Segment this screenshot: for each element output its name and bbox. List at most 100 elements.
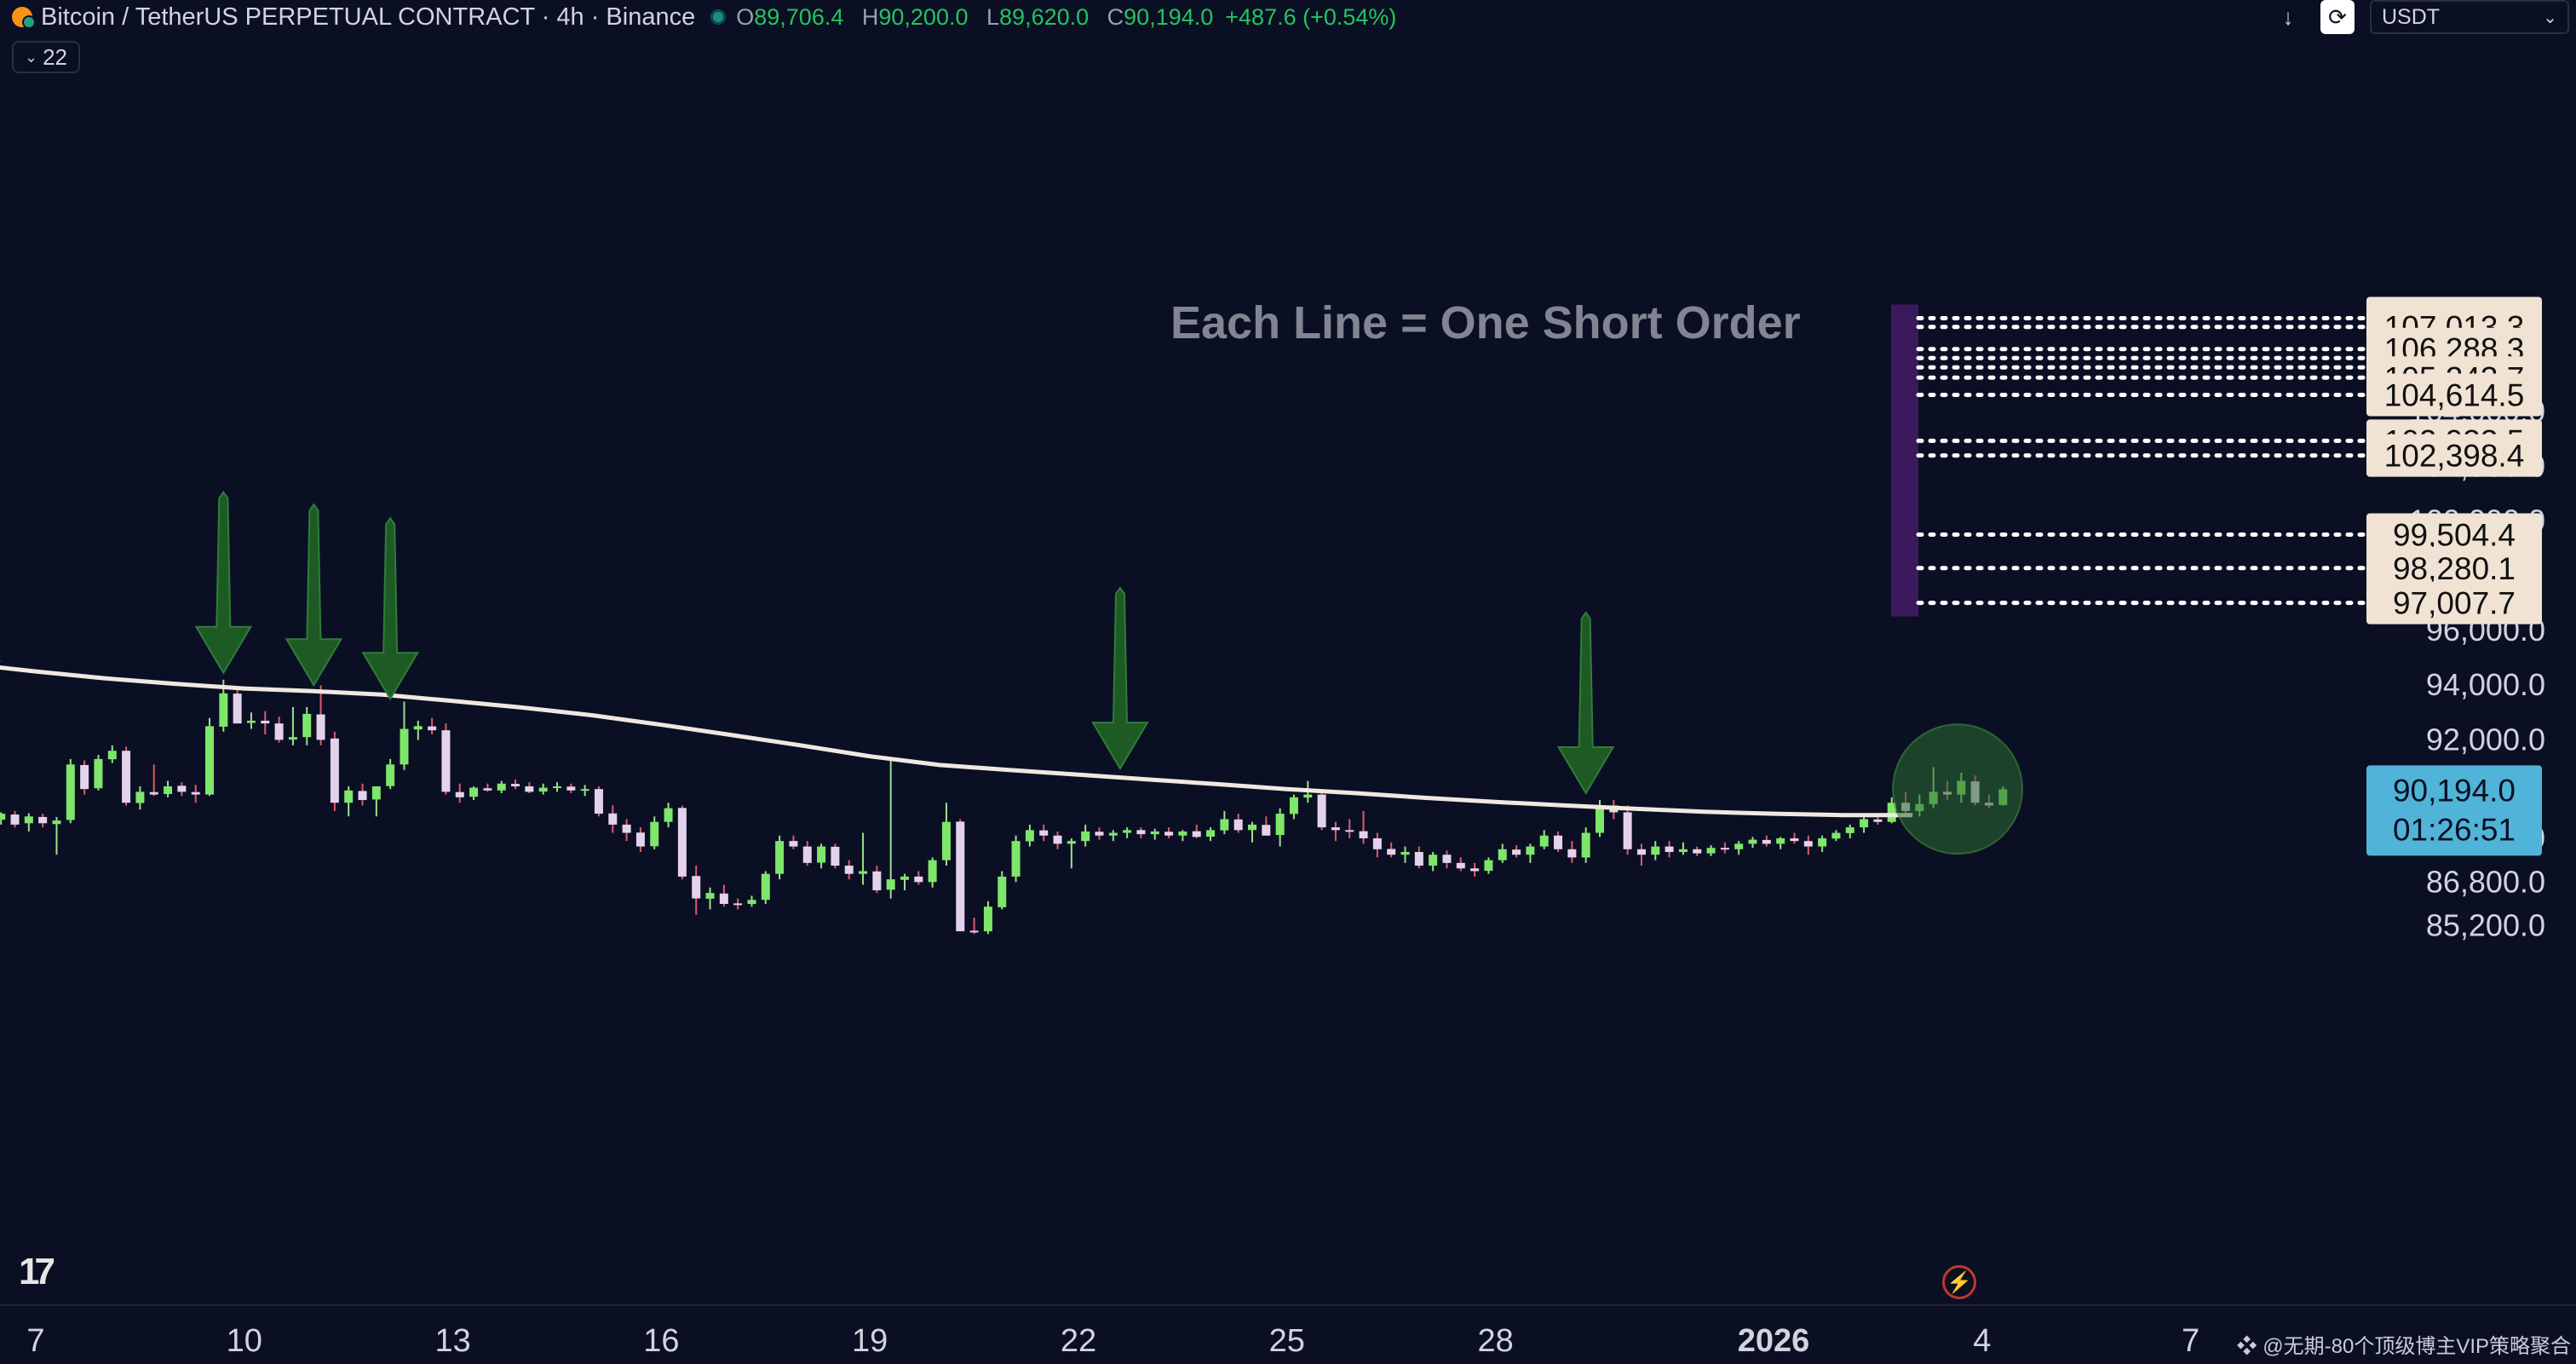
candle-body[interactable] — [566, 786, 576, 791]
candle-body[interactable] — [1331, 827, 1340, 831]
candle-body[interactable] — [455, 791, 464, 797]
candle-body[interactable] — [205, 726, 214, 795]
candle-body[interactable] — [1192, 831, 1201, 837]
replay-icon[interactable]: ⟳ — [2320, 0, 2355, 34]
candle-body[interactable] — [94, 758, 103, 789]
candle-body[interactable] — [1372, 837, 1382, 849]
candle-body[interactable] — [1706, 848, 1716, 854]
candle-body[interactable] — [1067, 841, 1076, 844]
candle-body[interactable] — [998, 876, 1007, 907]
candle-body[interactable] — [24, 816, 33, 824]
candle-body[interactable] — [1108, 832, 1118, 836]
candle-body[interactable] — [52, 820, 61, 825]
candle-body[interactable] — [969, 930, 979, 933]
candle-body[interactable] — [261, 720, 270, 724]
candle-body[interactable] — [1248, 824, 1256, 831]
candle-body[interactable] — [1651, 846, 1660, 855]
candle-body[interactable] — [1429, 855, 1438, 866]
candle-body[interactable] — [233, 694, 242, 724]
candle-body[interactable] — [886, 879, 895, 890]
candle-body[interactable] — [1831, 832, 1841, 839]
candle-body[interactable] — [538, 787, 548, 792]
order-price-tag[interactable] — [2366, 434, 2542, 477]
candle-body[interactable] — [928, 860, 937, 883]
candle-body[interactable] — [10, 814, 20, 825]
symbol-title[interactable]: Bitcoin / TetherUS PERPETUAL CONTRACT · … — [41, 3, 696, 31]
candle-body[interactable] — [1178, 831, 1187, 836]
candle-body[interactable] — [650, 821, 659, 847]
candle-body[interactable] — [761, 873, 770, 901]
candle-body[interactable] — [1081, 831, 1090, 842]
candle-body[interactable] — [428, 726, 437, 731]
candle-body[interactable] — [525, 786, 534, 792]
candle-body[interactable] — [288, 737, 297, 740]
download-arrow-icon[interactable]: ↓ — [2282, 3, 2294, 30]
candle-body[interactable] — [1678, 849, 1688, 853]
candle-body[interactable] — [1818, 837, 1827, 847]
candle-body[interactable] — [1803, 841, 1813, 847]
candle-body[interactable] — [135, 791, 145, 803]
candle-body[interactable] — [219, 693, 228, 727]
current-price-tag[interactable] — [2366, 765, 2542, 856]
candle-body[interactable] — [747, 900, 756, 904]
candle-body[interactable] — [580, 789, 589, 791]
candle-body[interactable] — [344, 790, 354, 803]
lightning-icon[interactable]: ⚡ — [1942, 1265, 1976, 1299]
candle-body[interactable] — [1581, 832, 1590, 858]
candle-body[interactable] — [900, 876, 909, 880]
candle-body[interactable] — [1053, 835, 1062, 844]
candle-body[interactable] — [705, 893, 715, 899]
candle-body[interactable] — [1484, 860, 1493, 872]
candle-body[interactable] — [594, 789, 603, 814]
candle-body[interactable] — [413, 726, 423, 730]
candle-body[interactable] — [0, 814, 6, 820]
candle-body[interactable] — [1554, 835, 1563, 849]
candle-body[interactable] — [844, 866, 854, 874]
candle-body[interactable] — [1539, 835, 1549, 847]
candle-body[interactable] — [80, 764, 89, 790]
candle-body[interactable] — [400, 728, 409, 765]
candle-body[interactable] — [941, 821, 951, 860]
candle-body[interactable] — [1596, 805, 1604, 833]
candle-body[interactable] — [107, 751, 117, 760]
candle-body[interactable] — [1359, 831, 1368, 838]
candle-body[interactable] — [386, 764, 395, 786]
candle-body[interactable] — [1164, 832, 1174, 836]
candle-body[interactable] — [983, 906, 992, 932]
candle-body[interactable] — [1387, 849, 1396, 855]
candle-body[interactable] — [664, 808, 673, 822]
candle-body[interactable] — [789, 841, 798, 847]
candle-body[interactable] — [1233, 819, 1243, 831]
candle-body[interactable] — [1665, 846, 1674, 853]
candle-body[interactable] — [1442, 855, 1452, 863]
candle-body[interactable] — [38, 816, 48, 824]
candle-body[interactable] — [1512, 849, 1521, 855]
candle-body[interactable] — [511, 784, 520, 786]
candle-body[interactable] — [316, 714, 325, 740]
candle-body[interactable] — [1526, 846, 1535, 855]
candle-body[interactable] — [677, 808, 687, 877]
candle-body[interactable] — [1636, 849, 1646, 855]
candle-body[interactable] — [1150, 831, 1159, 835]
candle-body[interactable] — [330, 738, 339, 803]
candle-body[interactable] — [1720, 848, 1729, 850]
candle-body[interactable] — [733, 903, 743, 906]
candle-body[interactable] — [802, 846, 812, 863]
candle-body[interactable] — [635, 832, 645, 847]
candle-body[interactable] — [1025, 830, 1034, 842]
candle-body[interactable] — [1873, 819, 1883, 822]
candle-body[interactable] — [1845, 827, 1854, 833]
order-price-tag[interactable] — [2366, 546, 2542, 590]
candle-body[interactable] — [817, 846, 826, 863]
candle-body[interactable] — [1887, 803, 1896, 822]
candle-body[interactable] — [149, 791, 158, 795]
candle-body[interactable] — [1567, 849, 1577, 858]
order-price-tag[interactable] — [2366, 513, 2542, 556]
candle-body[interactable] — [483, 788, 492, 791]
candle-body[interactable] — [1289, 797, 1298, 814]
candle-body[interactable] — [1860, 819, 1869, 828]
candle-body[interactable] — [775, 841, 785, 874]
candle-body[interactable] — [1498, 849, 1507, 860]
candle-body[interactable] — [302, 713, 312, 738]
